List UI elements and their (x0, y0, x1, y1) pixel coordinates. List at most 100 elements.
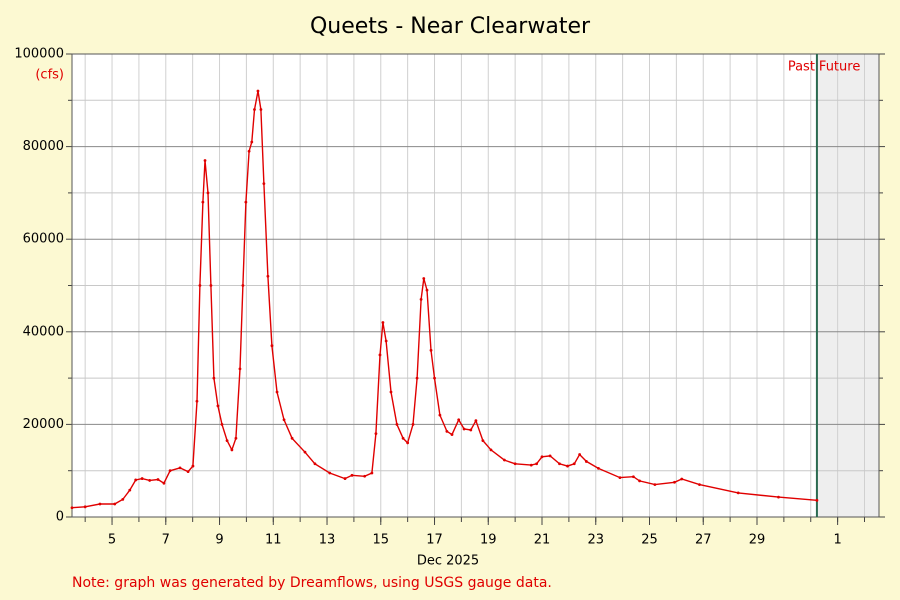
note: Note: graph was generated by Dreamflows,… (72, 575, 552, 591)
flow-point (148, 479, 152, 482)
flow-point (198, 284, 202, 287)
flow-point (415, 376, 419, 380)
y-tick-label: 40000 (23, 324, 64, 339)
flow-point (395, 423, 399, 426)
flow-point (374, 432, 378, 436)
flow-point (191, 464, 195, 468)
flow-point (230, 448, 234, 452)
y-tick-label: 60000 (23, 232, 64, 247)
flow-point (384, 339, 388, 343)
flow-point (540, 455, 544, 459)
flow-point (815, 498, 819, 502)
flow-point (457, 418, 461, 422)
flow-point (422, 277, 426, 280)
x-tick-label: 21 (534, 533, 551, 548)
flow-point (282, 418, 286, 422)
flow-point (178, 466, 182, 470)
flow-point (529, 463, 533, 467)
flow-point (83, 505, 87, 509)
flow-point (328, 471, 332, 475)
flow-point (618, 476, 622, 480)
x-tick-label: 25 (641, 533, 658, 548)
flow-point (481, 439, 485, 443)
flow-point (419, 297, 423, 301)
flow-point (134, 478, 138, 482)
flow-point (411, 423, 415, 426)
flow-point (209, 284, 213, 287)
flow-point (572, 462, 576, 466)
flow-point (70, 506, 74, 510)
flow-point (584, 460, 588, 463)
flow-point (350, 473, 354, 477)
flow-point (128, 488, 132, 492)
plot-border (71, 53, 880, 518)
flow-point (156, 478, 160, 481)
flow-point (216, 404, 220, 408)
y-axis-unit: (cfs) (35, 68, 64, 83)
flow-point (450, 433, 454, 436)
y-tick-label: 80000 (23, 139, 64, 154)
x-tick-label: 5 (108, 533, 116, 548)
flow-point (162, 481, 166, 485)
flow-point (259, 108, 263, 111)
x-tick-label: 9 (215, 533, 223, 548)
y-tick-label: 0 (56, 510, 64, 525)
flow-point (186, 470, 190, 474)
x-tick-label: 29 (749, 533, 766, 548)
flow-point (558, 462, 561, 466)
flow-point (389, 390, 393, 394)
flow-point (195, 399, 199, 403)
flow-point (474, 419, 478, 423)
flow-point (502, 458, 506, 462)
flow-point (673, 480, 676, 484)
x-axis-label: Dec 2025 (417, 554, 479, 569)
flow-point (241, 284, 245, 287)
flow-point (429, 348, 433, 352)
flow-point (168, 469, 172, 473)
flow-point (220, 423, 224, 426)
flow-point (256, 89, 260, 93)
flow-point (363, 474, 367, 478)
flow-point (489, 448, 493, 452)
flow-point (462, 427, 466, 431)
flow-point (113, 502, 117, 506)
y-tick-label: 100000 (14, 47, 64, 62)
x-tick-label: 1 (833, 533, 841, 548)
flow-point (381, 321, 385, 324)
flow-point (98, 502, 102, 506)
flow-point (247, 149, 251, 153)
flow-point (378, 353, 382, 357)
x-tick-label: 23 (587, 533, 604, 548)
flow-point (401, 436, 405, 440)
flow-point (121, 498, 125, 501)
flow-point (140, 477, 144, 480)
flow-point (303, 450, 307, 454)
x-tick-label: 7 (162, 533, 170, 548)
x-tick-label: 17 (426, 533, 443, 548)
flow-point (406, 441, 410, 445)
flow-point (566, 464, 569, 468)
y-tick-label: 20000 (23, 417, 64, 432)
past-label: Past (788, 60, 815, 75)
flow-point (275, 390, 279, 394)
flow-point (270, 344, 274, 348)
flow-point (370, 471, 374, 475)
flow-line (71, 90, 817, 509)
flow-point (736, 491, 740, 495)
flow-point (680, 477, 684, 481)
flow-point (425, 288, 429, 292)
flow-point (438, 413, 442, 417)
flow-point (212, 376, 216, 380)
flow-point (445, 429, 449, 433)
x-tick-label: 19 (480, 533, 497, 548)
flow-point (225, 439, 229, 443)
flow-point (313, 462, 317, 466)
flow-point (638, 479, 641, 483)
flow-point (290, 436, 294, 440)
chart-title: Queets - Near Clearwater (310, 14, 591, 39)
future-label: Future (819, 60, 860, 75)
flow-point (343, 477, 347, 480)
flow-point (234, 436, 238, 440)
flow-point (548, 454, 552, 458)
flow-point (206, 191, 210, 195)
